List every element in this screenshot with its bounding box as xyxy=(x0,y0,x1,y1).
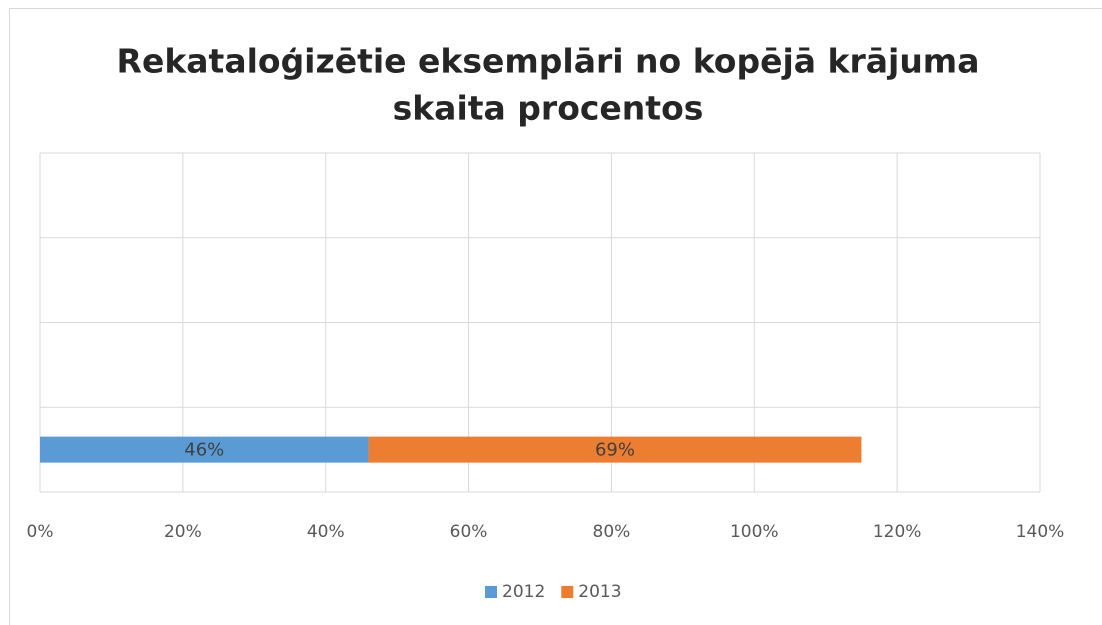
chart-title: Rekataloģizētie eksemplāri no kopējā krā… xyxy=(117,42,980,81)
legend-label: 2013 xyxy=(578,582,621,602)
bar-segment xyxy=(40,436,369,463)
x-tick-label: 120% xyxy=(873,522,922,542)
data-label: 46% xyxy=(184,440,224,461)
bar-segment xyxy=(368,436,862,463)
legend-swatch xyxy=(561,586,574,598)
x-tick-label: 60% xyxy=(450,522,488,542)
chart-frame xyxy=(9,8,1102,625)
x-tick-label: 40% xyxy=(307,522,345,542)
x-tick-label: 140% xyxy=(1016,522,1065,542)
data-label: 69% xyxy=(595,440,635,461)
legend-label: 2012 xyxy=(502,582,545,602)
legend-swatch xyxy=(485,586,497,598)
x-tick-label: 0% xyxy=(27,522,54,542)
x-tick-label: 100% xyxy=(730,522,779,542)
x-tick-label: 20% xyxy=(164,522,202,542)
chart-title: skaita procentos xyxy=(393,89,704,128)
x-tick-label: 80% xyxy=(593,522,631,542)
